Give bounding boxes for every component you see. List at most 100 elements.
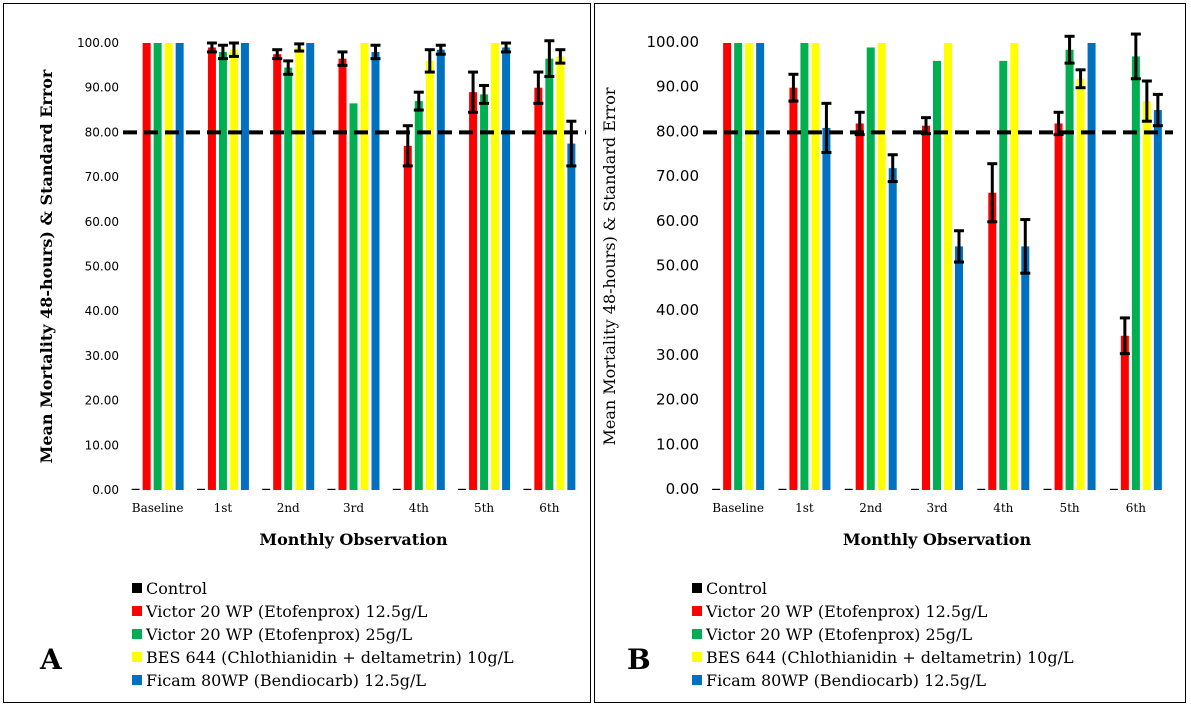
bar-victor_25: [933, 60, 941, 490]
bar-victor_25: [153, 43, 162, 490]
bar-ficam: [1087, 43, 1096, 490]
bar-victor_12_5: [338, 58, 347, 491]
legend-label: Control: [146, 579, 207, 598]
chart-panel-a: 0.00 10.00 20.00 30.00 40.00 50.00 60.00 70.00 8…: [3, 3, 591, 703]
x-category-label: 6th: [539, 501, 559, 515]
x-category-label: 1st: [214, 501, 233, 515]
bar-control: [523, 488, 532, 490]
bar-ficam: [822, 127, 831, 491]
legend-swatch-ficam: [132, 675, 142, 685]
legend-swatch-control: [692, 583, 702, 593]
bar-victor_25: [1065, 49, 1074, 491]
y-tick-label: 70.00: [85, 170, 119, 184]
legend-swatch-victor_12_5: [692, 606, 702, 616]
bar-control: [1109, 488, 1118, 490]
x-axis-title: Monthly Observation: [259, 530, 448, 549]
x-category-label: 3rd: [926, 501, 947, 515]
bar-victor_12_5: [403, 145, 412, 490]
x-category-label: 4th: [409, 501, 429, 515]
y-tick-label: 0.00: [666, 480, 699, 498]
x-category-label: 1st: [795, 501, 814, 515]
y-tick-label: 100.00: [647, 33, 700, 51]
y-tick-label: 50.00: [656, 257, 699, 275]
legend-swatch-bes644: [132, 652, 142, 662]
bar-bes644: [491, 43, 500, 490]
bar-bes644: [1010, 43, 1019, 490]
bar-control: [778, 488, 787, 490]
bar-victor_12_5: [1054, 123, 1063, 491]
legend-swatch-victor_25: [132, 629, 142, 639]
y-tick-label: 80.00: [85, 125, 119, 139]
legend-label: Control: [706, 579, 767, 598]
bar-bes644: [745, 43, 754, 490]
legend-label: Victor 20 WP (Etofenprox) 25g/L: [145, 625, 412, 644]
chart-b-svg: 0.00 10.00 20.00 30.00 40.00 50.00 60.00 70.00 8…: [600, 32, 1173, 690]
bar-bes644: [556, 56, 565, 490]
bar-control: [196, 488, 205, 490]
bar-victor_25: [349, 103, 358, 490]
bar-victor_12_5: [142, 43, 151, 490]
bar-victor_25: [734, 43, 743, 490]
y-tick-label: 90.00: [656, 78, 699, 96]
bar-bes644: [360, 43, 369, 490]
bar-victor_25: [218, 51, 227, 490]
bar-control: [977, 488, 986, 490]
bar-ficam: [955, 246, 963, 490]
y-tick-label: 90.00: [85, 81, 119, 95]
bar-bes644: [164, 43, 173, 490]
y-tick-label: 20.00: [85, 394, 119, 408]
bar-victor_25: [999, 60, 1008, 490]
y-tick-label: 50.00: [85, 260, 119, 274]
bar-control: [1043, 488, 1052, 490]
bar-bes644: [1076, 78, 1085, 490]
y-tick-label: 70.00: [656, 167, 699, 185]
bar-victor_12_5: [723, 43, 732, 490]
x-category-label: 5th: [474, 501, 494, 515]
y-tick-label: 10.00: [656, 435, 699, 453]
bar-bes644: [877, 43, 886, 490]
y-tick-label: 80.00: [656, 122, 699, 140]
bar-victor_12_5: [988, 192, 997, 490]
bar-control: [712, 488, 721, 490]
bar-ficam: [888, 168, 897, 490]
legend-swatch-bes644: [692, 652, 702, 662]
chart-a-svg: 0.00 10.00 20.00 30.00 40.00 50.00 60.00 70.00 8…: [37, 36, 586, 690]
y-tick-label: 20.00: [656, 391, 699, 409]
bar-ficam: [240, 43, 249, 490]
bar-victor_12_5: [273, 54, 282, 491]
x-category-label: 6th: [1126, 501, 1146, 515]
bar-ficam: [371, 51, 380, 490]
legend-swatch-ficam: [692, 675, 702, 685]
bar-bes644: [425, 60, 434, 490]
y-tick-label: 40.00: [656, 301, 699, 319]
bar-victor_12_5: [207, 47, 216, 490]
bar-ficam: [175, 43, 184, 490]
x-category-label: 2nd: [859, 501, 882, 515]
x-category-label: Baseline: [132, 501, 184, 515]
bar-ficam: [1153, 110, 1162, 491]
y-tick-label: 40.00: [85, 304, 119, 318]
bar-ficam: [756, 43, 765, 490]
y-tick-label: 0.00: [92, 483, 119, 497]
bar-control: [911, 488, 919, 490]
y-axis-title: Mean Mortality 48-hours) & Standard Erro…: [37, 69, 56, 463]
y-tick-label: 60.00: [656, 212, 699, 230]
bar-victor_12_5: [469, 92, 478, 491]
legend-label: Victor 20 WP (Etofenprox) 25g/L: [705, 625, 972, 644]
bar-victor_25: [284, 67, 293, 491]
legend-label: Victor 20 WP (Etofenprox) 12.5g/L: [145, 602, 428, 621]
y-tick-label: 30.00: [656, 346, 699, 364]
chart-panel-b: 0.00 10.00 20.00 30.00 40.00 50.00 60.00 70.00 8…: [594, 3, 1186, 703]
bar-ficam: [306, 43, 315, 490]
bar-bes644: [1142, 101, 1151, 491]
bar-victor_25: [800, 43, 809, 490]
bar-ficam: [1021, 246, 1030, 490]
bar-victor_12_5: [922, 125, 930, 490]
x-category-label: 3rd: [343, 501, 364, 515]
legend-swatch-victor_25: [692, 629, 702, 639]
bar-victor_12_5: [789, 87, 798, 490]
bar-victor_12_5: [534, 87, 543, 490]
panel-letter: B: [627, 643, 651, 676]
bar-victor_12_5: [855, 123, 864, 491]
bar-victor_25: [414, 101, 423, 491]
